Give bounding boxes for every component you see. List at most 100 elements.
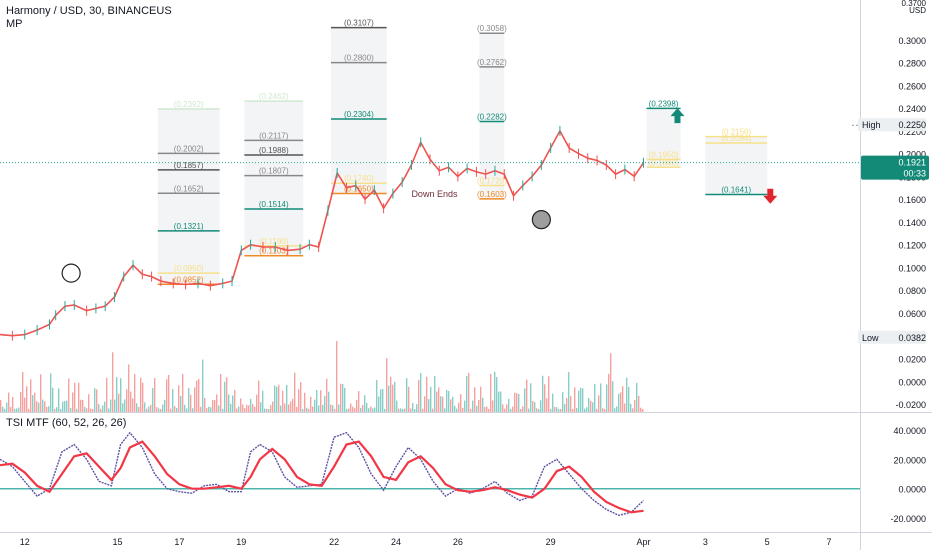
volume-bar bbox=[288, 404, 290, 412]
volume-bar bbox=[326, 378, 328, 412]
target-level-label: (0.2462) bbox=[259, 92, 289, 101]
volume-bar bbox=[216, 394, 218, 412]
tsi-title: TSI MTF (60, 52, 26, 26) bbox=[6, 417, 127, 429]
volume-bar bbox=[442, 396, 444, 412]
volume-bar bbox=[224, 381, 226, 412]
volume-bar bbox=[96, 389, 98, 412]
volume-bar bbox=[554, 406, 556, 412]
volume-bar bbox=[222, 408, 224, 412]
volume-bar bbox=[366, 402, 368, 412]
volume-bar bbox=[622, 386, 624, 412]
volume-bar bbox=[602, 408, 604, 412]
volume-bar bbox=[240, 398, 242, 412]
volume-bar bbox=[594, 383, 596, 412]
price-tick-label: 0.1600 bbox=[898, 195, 926, 205]
volume-bar bbox=[202, 359, 204, 412]
volume-bar bbox=[568, 372, 570, 412]
price-top-label: 0.3700 bbox=[902, 0, 927, 8]
volume-bar bbox=[38, 402, 40, 412]
price-tick-label: 0.2400 bbox=[898, 104, 926, 114]
volume-bar bbox=[616, 406, 618, 412]
volume-bar bbox=[316, 390, 318, 412]
volume-bar bbox=[642, 408, 644, 412]
volume-bar bbox=[630, 403, 632, 412]
volume-bar bbox=[200, 406, 202, 412]
volume-bar bbox=[192, 408, 194, 412]
volume-bar bbox=[256, 394, 258, 412]
volume-bar bbox=[238, 406, 240, 412]
tsi-tick-label: 20.0000 bbox=[893, 455, 926, 465]
volume-bar bbox=[92, 408, 94, 412]
volume-bar bbox=[564, 403, 566, 412]
volume-bar bbox=[536, 408, 538, 412]
volume-bar bbox=[640, 407, 642, 412]
volume-bar bbox=[234, 389, 236, 412]
high-label: High bbox=[862, 120, 881, 130]
volume-bar bbox=[156, 407, 158, 412]
volume-bar bbox=[266, 408, 268, 412]
target-level-label: (0.3107) bbox=[344, 19, 374, 28]
tsi-signal-line bbox=[0, 440, 644, 514]
price-tick-label: 0.2600 bbox=[898, 81, 926, 91]
volume-bar bbox=[590, 400, 592, 412]
volume-bar bbox=[320, 390, 322, 412]
target-zone bbox=[705, 136, 768, 195]
volume-bar bbox=[4, 408, 6, 412]
indicator-label: MP bbox=[6, 18, 23, 30]
target-level-label: (0.0950) bbox=[174, 264, 204, 273]
volume-bar bbox=[250, 398, 252, 412]
volume-bar bbox=[516, 393, 518, 412]
volume-bar bbox=[502, 404, 504, 412]
volume-bar bbox=[596, 408, 598, 412]
volume-bar bbox=[280, 405, 282, 412]
volume-bar bbox=[190, 394, 192, 412]
volume-bar bbox=[414, 408, 416, 412]
pattern-marker bbox=[531, 210, 551, 230]
volume-bar bbox=[402, 408, 404, 412]
target-level-label: (0.1857) bbox=[174, 161, 204, 170]
target-level-label: (0.2762) bbox=[477, 58, 507, 67]
volume-bar bbox=[340, 383, 342, 412]
target-level-label: (0.2117) bbox=[259, 131, 289, 140]
volume-bar bbox=[218, 405, 220, 412]
volume-bar bbox=[164, 399, 166, 412]
volume-bar bbox=[104, 401, 106, 412]
target-level-label: (0.1321) bbox=[174, 222, 204, 231]
volume-bar bbox=[348, 408, 350, 412]
volume-bar bbox=[114, 399, 116, 412]
volume-bar bbox=[494, 371, 496, 412]
price-tick-label: 0.2200 bbox=[898, 127, 926, 137]
chart-title: Harmony / USD, 30, BINANCEUS bbox=[6, 5, 172, 17]
volume-bar bbox=[452, 396, 454, 412]
volume-bar bbox=[450, 399, 452, 412]
volume-bar bbox=[384, 408, 386, 412]
volume-bar bbox=[144, 402, 146, 412]
volume-bar bbox=[254, 406, 256, 412]
volume-bar bbox=[74, 382, 76, 412]
volume-bar bbox=[468, 372, 470, 412]
volume-bar bbox=[432, 408, 434, 412]
volume-bar bbox=[464, 400, 466, 412]
volume-bar bbox=[438, 387, 440, 412]
volume-bar bbox=[352, 406, 354, 412]
target-level-label: (0.0852) bbox=[174, 275, 204, 284]
price-tick-label: 0.2000 bbox=[898, 150, 926, 160]
volume-bar bbox=[364, 395, 366, 412]
volume-bar bbox=[102, 405, 104, 412]
volume-bar bbox=[304, 392, 306, 412]
target-zone bbox=[157, 109, 220, 285]
volume-bar bbox=[292, 398, 294, 412]
volume-bar bbox=[436, 391, 438, 412]
target-level-label: (0.1740) bbox=[344, 174, 374, 183]
volume-bar bbox=[84, 406, 86, 412]
time-tick-label: 22 bbox=[329, 537, 339, 547]
volume-bar bbox=[100, 408, 102, 412]
volume-bar bbox=[20, 391, 22, 412]
volume-bar bbox=[6, 402, 8, 412]
volume-bar bbox=[176, 408, 178, 412]
volume-bar bbox=[592, 402, 594, 412]
volume-bar bbox=[310, 396, 312, 412]
volume-bar bbox=[508, 398, 510, 412]
volume-bar bbox=[60, 408, 62, 412]
